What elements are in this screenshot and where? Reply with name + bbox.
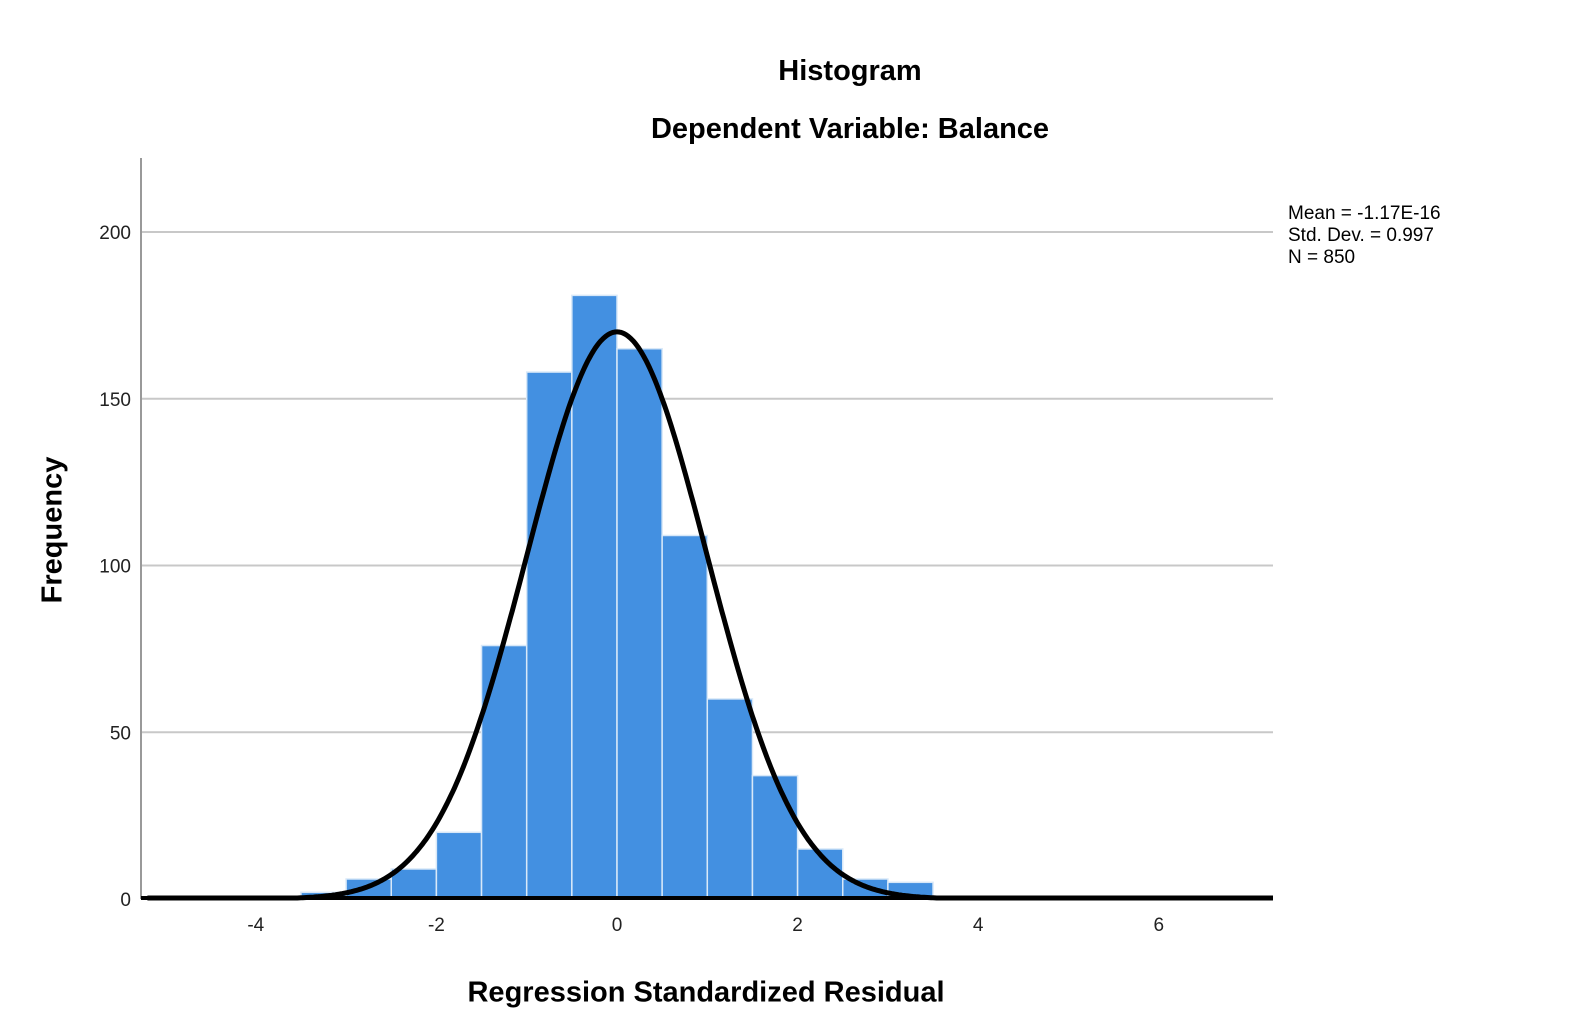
x-tick-label: 6 — [1154, 915, 1165, 936]
stats-mean: Mean = -1.17E-16 — [1288, 203, 1441, 224]
x-tick-label: 4 — [973, 915, 984, 936]
histogram-bar — [616, 347, 663, 900]
y-axis-label: Frequency — [36, 456, 69, 604]
stats-n: N = 850 — [1288, 247, 1356, 268]
x-tick-label: -4 — [247, 915, 264, 936]
y-axis-ticks: 0 50 100 150 200 — [99, 223, 131, 911]
y-tick-label: 50 — [110, 723, 131, 744]
x-tick-label: 0 — [612, 915, 623, 936]
chart-subtitle: Dependent Variable: Balance — [650, 113, 1050, 145]
histogram-bars — [300, 294, 934, 900]
chart-title: Histogram — [778, 55, 922, 87]
histogram-bar — [661, 534, 709, 900]
stats-std-dev: Std. Dev. = 0.997 — [1288, 225, 1434, 246]
histogram-bar — [480, 644, 528, 900]
histogram-bar — [525, 371, 573, 900]
y-tick-label: 100 — [99, 557, 131, 578]
x-tick-label: 2 — [792, 915, 803, 936]
histogram-bar — [435, 831, 483, 900]
x-tick-label: -2 — [428, 915, 445, 936]
histogram-bar — [751, 774, 799, 900]
axes — [140, 158, 1273, 900]
histogram-bar — [706, 698, 754, 900]
histogram-bar — [390, 868, 438, 900]
y-tick-label: 0 — [120, 890, 131, 911]
x-axis-label: Regression Standardized Residual — [467, 976, 945, 1009]
summary-stats-box: Mean = -1.17E-16 Std. Dev. = 0.997 N = 8… — [1288, 203, 1441, 269]
y-tick-label: 200 — [99, 223, 131, 244]
y-tick-label: 150 — [99, 390, 131, 411]
x-axis-ticks: -4 -2 0 2 4 6 — [247, 915, 1164, 936]
